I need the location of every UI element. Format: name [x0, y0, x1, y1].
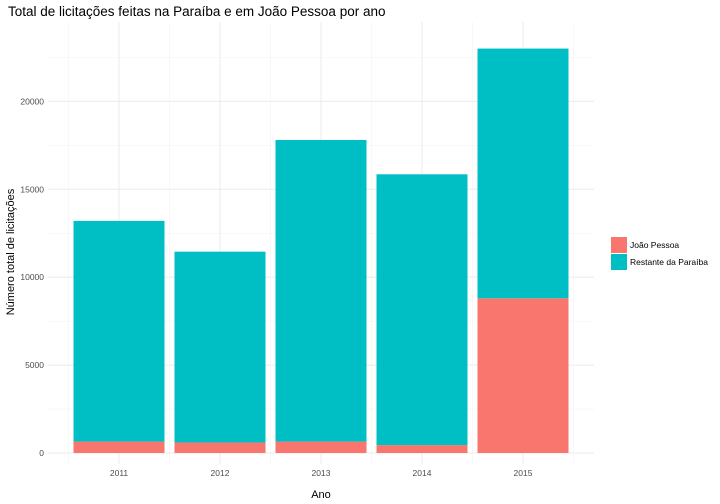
bars — [73, 48, 569, 453]
y-tick-label: 0 — [39, 448, 44, 458]
bar-2011-series-1 — [73, 220, 165, 442]
x-tick-label: 2011 — [110, 468, 129, 478]
legend-key — [611, 254, 627, 270]
x-tick-label: 2014 — [413, 468, 432, 478]
x-tick-label: 2012 — [211, 468, 230, 478]
chart-title: Total de licitações feitas na Paraíba e … — [8, 4, 385, 19]
bar-2013-series-1 — [275, 140, 367, 442]
bar-2011-series-0 — [73, 441, 165, 453]
y-axis-ticks: 0 5000 10000 15000 20000 — [20, 96, 44, 458]
y-tick-label: 10000 — [20, 272, 44, 282]
legend-label: João Pessoa — [630, 240, 679, 250]
bar-2013-series-0 — [275, 441, 367, 453]
bar-2012-series-1 — [174, 251, 266, 443]
x-axis-title: Ano — [311, 489, 331, 501]
bar-2015-series-1 — [477, 48, 569, 299]
bar-2014-series-0 — [376, 445, 468, 453]
x-axis-ticks: 2011 2012 2013 2014 2015 — [110, 468, 533, 478]
bar-2014-series-1 — [376, 174, 468, 446]
legend-label: Restante da Paraíba — [630, 257, 708, 267]
x-tick-label: 2013 — [312, 468, 331, 478]
legend-key — [611, 237, 627, 253]
y-tick-label: 5000 — [25, 360, 44, 370]
y-tick-label: 15000 — [20, 184, 44, 194]
y-tick-label: 20000 — [20, 96, 44, 106]
bar-2012-series-0 — [174, 442, 266, 453]
bar-2015-series-0 — [477, 298, 569, 453]
x-tick-label: 2015 — [514, 468, 533, 478]
y-axis-title: Número total de licitações — [5, 188, 17, 315]
legend: João Pessoa Restante da Paraíba — [611, 237, 708, 270]
